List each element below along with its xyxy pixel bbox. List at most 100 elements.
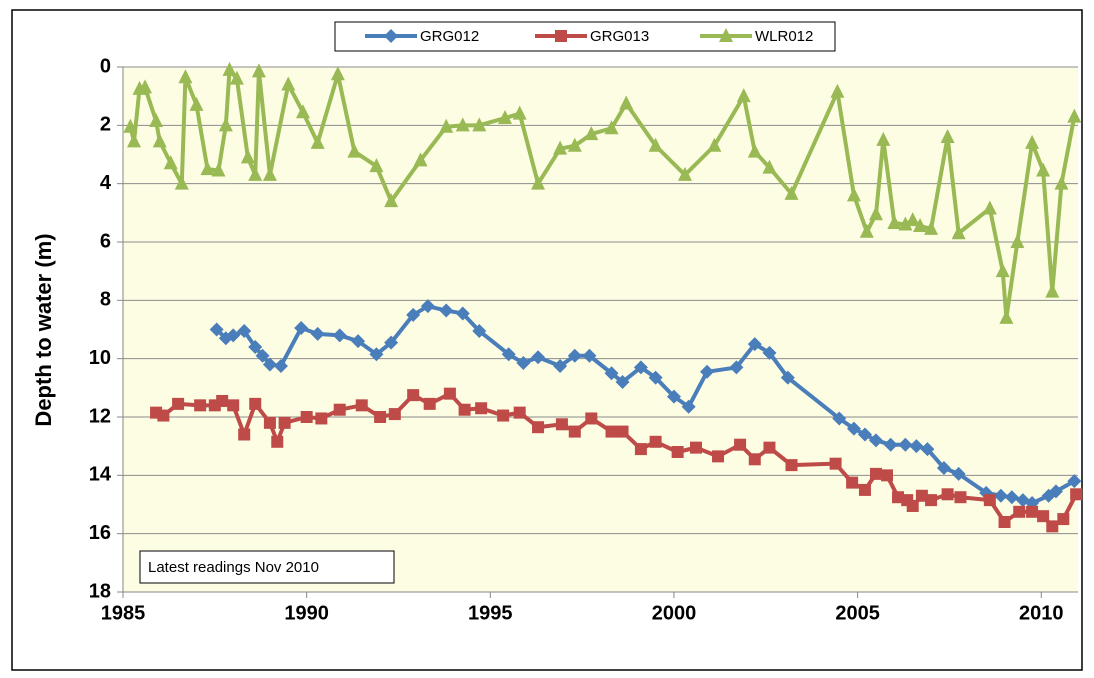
- data-point: [881, 469, 893, 482]
- data-point: [648, 137, 663, 152]
- data-point: [174, 175, 189, 190]
- data-point: [330, 66, 345, 81]
- y-tick-label: 2: [100, 114, 111, 136]
- data-point: [1004, 490, 1019, 505]
- data-point: [1067, 474, 1082, 489]
- legend-marker: [384, 29, 398, 43]
- annotation: Latest readings Nov 2010: [148, 559, 319, 576]
- data-point: [248, 340, 263, 354]
- x-tick-label: 2005: [835, 602, 880, 624]
- data-point: [300, 411, 313, 423]
- x-tick-label: 2010: [1019, 602, 1064, 624]
- data-point: [762, 159, 777, 174]
- data-point: [1026, 505, 1039, 518]
- data-point: [138, 79, 153, 94]
- data-point: [887, 215, 902, 230]
- data-point: [332, 328, 347, 343]
- data-point: [123, 118, 138, 133]
- data-point: [1070, 488, 1083, 501]
- data-point: [406, 307, 421, 322]
- data-point: [369, 158, 384, 173]
- data-point: [846, 421, 861, 436]
- data-point: [216, 394, 229, 407]
- data-point: [734, 438, 747, 451]
- y-tick-label: 16: [89, 522, 111, 544]
- data-point: [315, 412, 328, 425]
- data-point: [1010, 234, 1025, 248]
- data-point: [940, 129, 955, 143]
- data-point: [310, 134, 325, 149]
- data-point: [883, 437, 898, 452]
- data-point: [222, 61, 237, 76]
- data-point: [666, 389, 681, 404]
- data-point: [531, 175, 546, 190]
- data-point: [240, 149, 255, 164]
- data-point: [278, 416, 291, 429]
- legend-label: GRG013: [590, 28, 649, 45]
- x-tick-label: 1985: [101, 602, 146, 624]
- data-point: [127, 133, 142, 148]
- data-point: [567, 137, 582, 152]
- data-point: [355, 399, 368, 412]
- data-point: [237, 323, 252, 338]
- data-point: [255, 348, 270, 363]
- data-point: [951, 466, 966, 481]
- data-point: [993, 488, 1008, 503]
- data-point: [248, 166, 263, 181]
- data-point: [763, 441, 776, 454]
- data-point: [909, 439, 924, 454]
- data-point: [249, 397, 262, 410]
- data-point: [649, 435, 662, 448]
- data-point: [982, 200, 997, 215]
- data-point: [634, 443, 647, 456]
- data-point: [941, 488, 954, 501]
- data-point: [784, 185, 799, 200]
- x-tick-label: 1995: [468, 602, 513, 624]
- data-point: [369, 347, 384, 362]
- data-point: [846, 187, 861, 202]
- data-point: [1037, 510, 1050, 523]
- data-point: [455, 306, 470, 321]
- data-point: [553, 358, 568, 373]
- y-tick-label: 18: [89, 580, 111, 602]
- data-point: [194, 399, 207, 412]
- data-point: [423, 397, 436, 410]
- data-point: [582, 348, 597, 363]
- data-point: [605, 425, 618, 438]
- data-point: [619, 95, 634, 110]
- data-point: [149, 112, 164, 127]
- data-point: [995, 263, 1010, 278]
- plot-area: [123, 67, 1078, 592]
- data-point: [712, 450, 725, 463]
- data-point: [868, 433, 883, 448]
- data-point: [209, 322, 224, 337]
- data-point: [384, 335, 399, 350]
- data-point: [747, 143, 762, 158]
- data-point: [374, 411, 387, 423]
- data-point: [475, 402, 488, 415]
- data-point: [999, 309, 1014, 324]
- data-point: [407, 389, 420, 402]
- data-point: [707, 137, 722, 152]
- data-point: [951, 225, 966, 240]
- data-point: [1013, 505, 1026, 518]
- data-point: [512, 105, 527, 120]
- legend-marker: [719, 28, 733, 42]
- data-point: [832, 411, 847, 426]
- data-point: [936, 461, 951, 476]
- data-point: [585, 412, 598, 425]
- data-point: [762, 345, 777, 360]
- data-point: [846, 476, 859, 489]
- data-point: [455, 117, 470, 132]
- data-point: [263, 416, 276, 429]
- data-point: [604, 366, 619, 381]
- data-point: [189, 96, 204, 111]
- data-point: [615, 375, 630, 389]
- data-point: [532, 421, 545, 434]
- data-point: [163, 155, 178, 170]
- data-point: [531, 350, 546, 365]
- data-point: [516, 356, 531, 371]
- data-point: [829, 457, 842, 470]
- data-point: [251, 63, 266, 78]
